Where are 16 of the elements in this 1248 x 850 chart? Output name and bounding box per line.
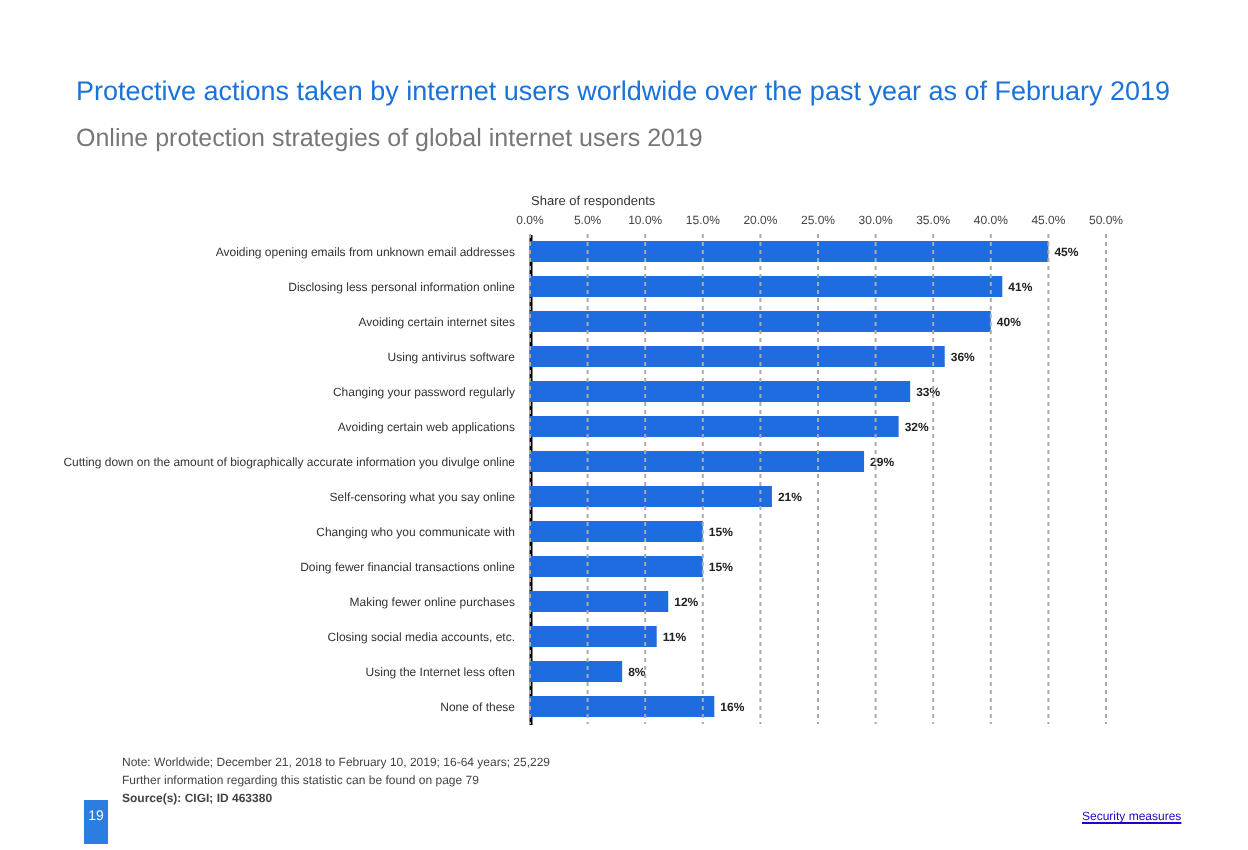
bar [530, 521, 703, 542]
bar [530, 591, 669, 612]
bar [530, 626, 657, 647]
bar [530, 311, 991, 332]
bar [530, 416, 899, 437]
bar [530, 241, 1049, 262]
bar [530, 486, 772, 507]
chart-title: Protective actions taken by internet users worldwide over the past year as of February 2019 [76, 76, 1171, 106]
bar [530, 451, 865, 472]
bar [530, 276, 1003, 297]
bar [530, 696, 715, 717]
bar [530, 381, 911, 402]
bar [530, 556, 703, 577]
bar [530, 661, 623, 682]
bar [530, 346, 945, 367]
chart-subtitle: Online protection strategies of global internet users 2019 [76, 124, 703, 152]
